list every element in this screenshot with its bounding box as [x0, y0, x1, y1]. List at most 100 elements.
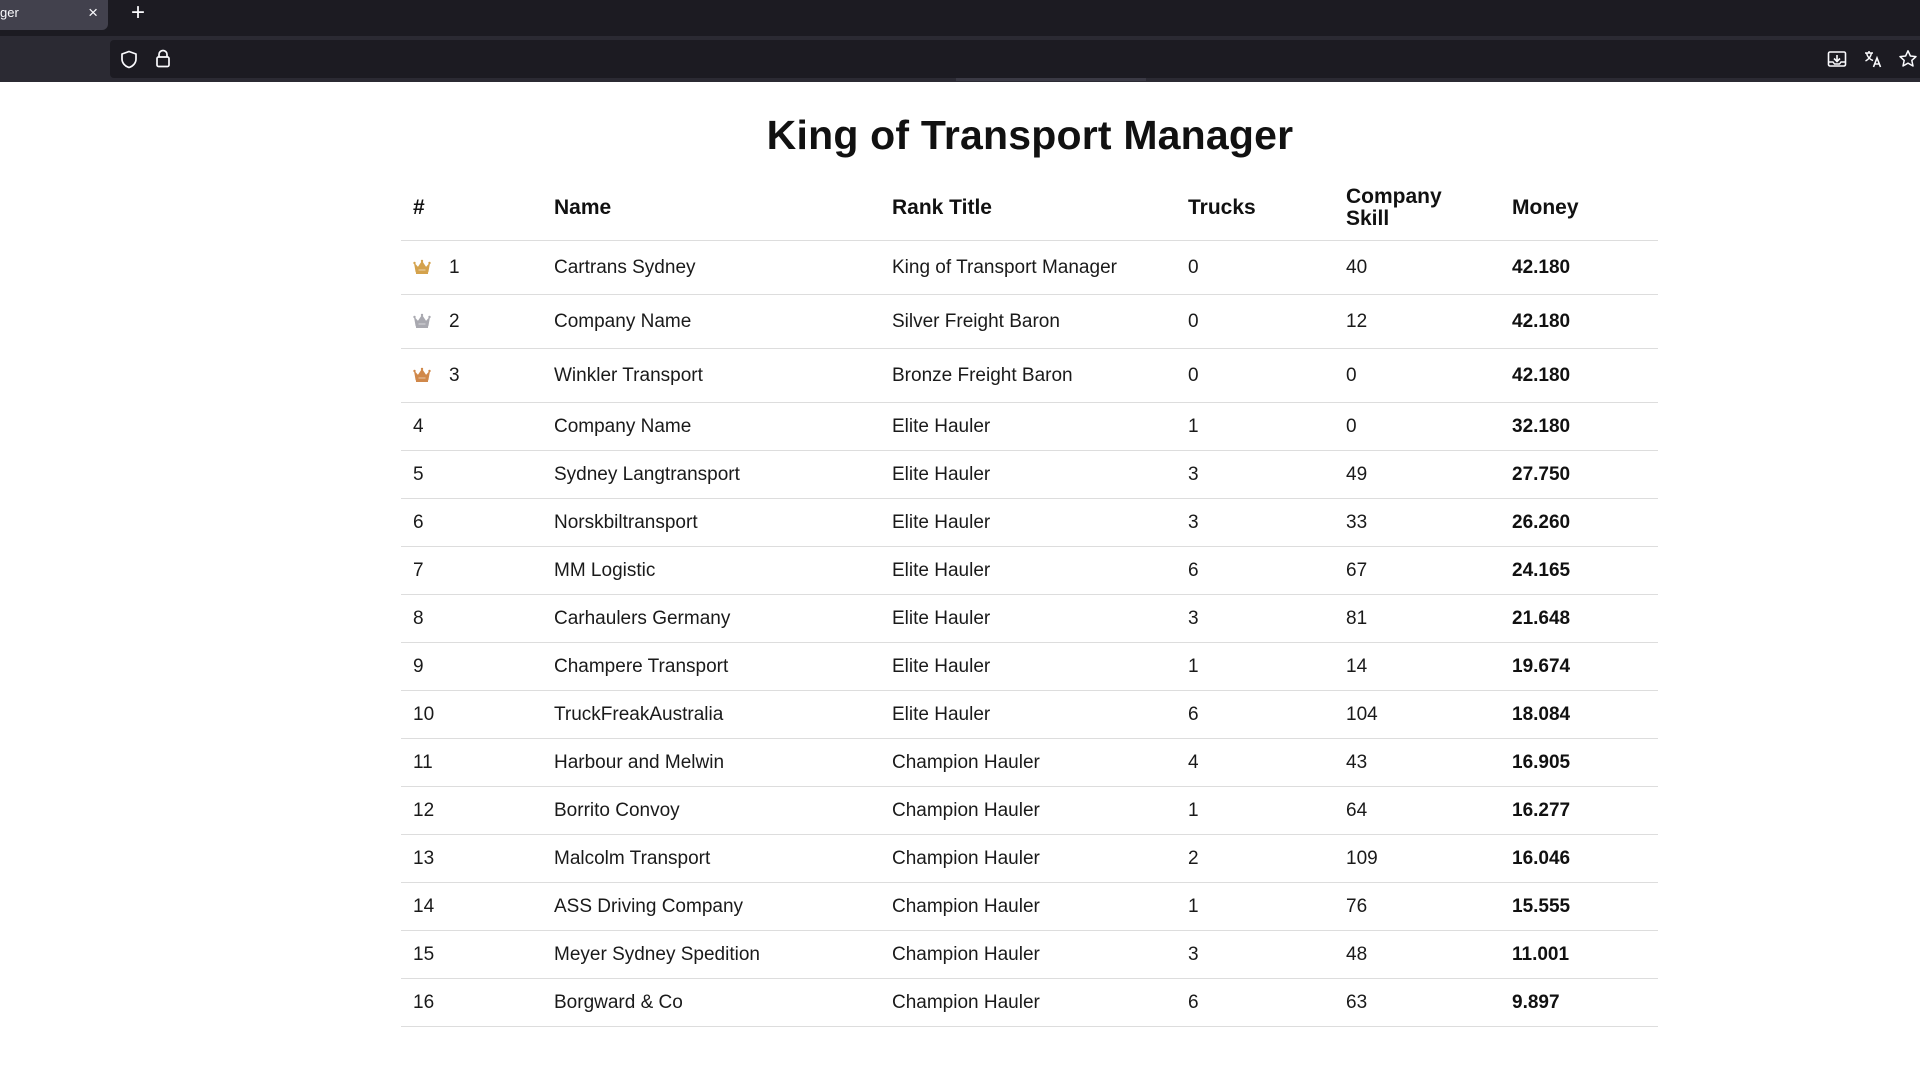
rank-cell: 13 [401, 834, 542, 883]
lock-icon[interactable] [155, 49, 171, 68]
company-name-cell: Winkler Transport [542, 348, 880, 403]
table-row: 16 Borgward & Co Champion Hauler 6 63 9.897 [401, 978, 1658, 1027]
rank-number: 13 [413, 847, 435, 869]
tab-strip: ger × + [0, 0, 1920, 36]
rank-cell: 1 [401, 240, 542, 295]
table-row: 2 Company Name Silver Freight Baron 0 12 42.1… [401, 294, 1658, 349]
table-row: 15 Meyer Sydney Spedition Champion Hauler 3… [401, 930, 1658, 979]
table-row: 11 Harbour and Melwin Champion Hauler 4 43 16… [401, 738, 1658, 787]
rank-title-cell: Champion Hauler [880, 834, 1176, 883]
rank-title-cell: Champion Hauler [880, 786, 1176, 835]
rank-title-cell: Champion Hauler [880, 978, 1176, 1027]
table-row: 9 Champere Transport Elite Hauler 1 14 19.674 [401, 642, 1658, 691]
table-row: 8 Carhaulers Germany Elite Hauler 3 81 21.648 [401, 594, 1658, 643]
money-cell: 32.180 [1500, 402, 1658, 451]
rank-title-cell: Silver Freight Baron [880, 294, 1176, 349]
rank-title-cell: Elite Hauler [880, 690, 1176, 739]
url-bar[interactable] [110, 40, 1920, 78]
money-cell: 9.897 [1500, 978, 1658, 1027]
rank-number: 14 [413, 895, 435, 917]
shield-icon[interactable] [120, 50, 138, 69]
table-row: 10 TruckFreakAustralia Elite Hauler 6 104 18.… [401, 690, 1658, 739]
rank-number: 3 [449, 364, 460, 386]
company-skill-cell: 33 [1334, 498, 1500, 547]
new-tab-button[interactable]: + [130, 0, 145, 26]
trucks-cell: 6 [1176, 978, 1334, 1027]
table-row: 1 Cartrans Sydney King of Transport Manage… [401, 240, 1658, 295]
header-trucks: Trucks [1176, 176, 1334, 241]
company-skill-cell: 12 [1334, 294, 1500, 349]
header-rank-title: Rank Title [880, 176, 1176, 241]
header-name: Name [542, 176, 880, 241]
rank-cell: 4 [401, 402, 542, 451]
rank-cell: 9 [401, 642, 542, 691]
table-header: # Name Rank Title Trucks Company Skill M… [401, 176, 1658, 241]
money-cell: 11.001 [1500, 930, 1658, 979]
rank-title-cell: King of Transport Manager [880, 240, 1176, 295]
trucks-cell: 4 [1176, 738, 1334, 787]
header-rank: # [401, 176, 542, 241]
leaderboard-table: # Name Rank Title Trucks Company Skill M… [401, 176, 1658, 1027]
header-row: # Name Rank Title Trucks Company Skill M… [401, 176, 1658, 241]
rank-cell: 16 [401, 978, 542, 1027]
browser-tab[interactable]: ger × [0, 0, 108, 30]
rank-number: 2 [449, 310, 460, 332]
rank-number: 16 [413, 991, 435, 1013]
rank-cell: 7 [401, 546, 542, 595]
rank-title-cell: Elite Hauler [880, 594, 1176, 643]
header-money: Money [1500, 176, 1658, 241]
rank-cell: 5 [401, 450, 542, 499]
company-skill-cell: 64 [1334, 786, 1500, 835]
money-cell: 15.555 [1500, 882, 1658, 931]
trucks-cell: 3 [1176, 594, 1334, 643]
company-name-cell: Champere Transport [542, 642, 880, 691]
bookmark-star-icon[interactable] [1898, 49, 1918, 69]
table-body: 1 Cartrans Sydney King of Transport Manage… [401, 240, 1658, 1027]
rank-title-cell: Elite Hauler [880, 642, 1176, 691]
rank-cell: 11 [401, 738, 542, 787]
company-name-cell: Malcolm Transport [542, 834, 880, 883]
money-cell: 19.674 [1500, 642, 1658, 691]
company-name-cell: Meyer Sydney Spedition [542, 930, 880, 979]
rank-number: 4 [413, 415, 424, 437]
rank-title-cell: Champion Hauler [880, 882, 1176, 931]
trucks-cell: 0 [1176, 294, 1334, 349]
company-name-cell: Company Name [542, 402, 880, 451]
money-cell: 42.180 [1500, 294, 1658, 349]
rank-title-cell: Elite Hauler [880, 546, 1176, 595]
rank-number: 10 [413, 703, 435, 725]
company-skill-cell: 40 [1334, 240, 1500, 295]
company-skill-cell: 49 [1334, 450, 1500, 499]
crown-icon [413, 367, 437, 383]
rank-number: 15 [413, 943, 435, 965]
table-row: 13 Malcolm Transport Champion Hauler 2 109 16… [401, 834, 1658, 883]
close-tab-icon[interactable]: × [88, 3, 98, 22]
company-name-cell: Norskbiltransport [542, 498, 880, 547]
trucks-cell: 1 [1176, 786, 1334, 835]
rank-cell: 8 [401, 594, 542, 643]
rank-title-cell: Champion Hauler [880, 738, 1176, 787]
company-skill-cell: 67 [1334, 546, 1500, 595]
money-cell: 16.277 [1500, 786, 1658, 835]
trucks-cell: 1 [1176, 402, 1334, 451]
rank-number: 11 [413, 751, 433, 773]
money-cell: 42.180 [1500, 348, 1658, 403]
rank-cell: 14 [401, 882, 542, 931]
rank-cell: 15 [401, 930, 542, 979]
trucks-cell: 2 [1176, 834, 1334, 883]
rank-cell: 3 [401, 348, 542, 403]
company-name-cell: Borrito Convoy [542, 786, 880, 835]
rank-title-cell: Champion Hauler [880, 930, 1176, 979]
rank-number: 1 [449, 256, 460, 278]
rank-number: 6 [413, 511, 424, 533]
tab-title: ger [0, 5, 19, 20]
header-company-skill: Company Skill [1334, 176, 1500, 241]
company-skill-cell: 43 [1334, 738, 1500, 787]
table-row: 4 Company Name Elite Hauler 1 0 32.180 [401, 402, 1658, 451]
rank-number: 7 [413, 559, 424, 581]
company-name-cell: TruckFreakAustralia [542, 690, 880, 739]
rank-number: 5 [413, 463, 424, 485]
translate-icon[interactable] [1863, 49, 1883, 69]
company-skill-cell: 0 [1334, 402, 1500, 451]
page-download-icon[interactable] [1827, 50, 1847, 68]
